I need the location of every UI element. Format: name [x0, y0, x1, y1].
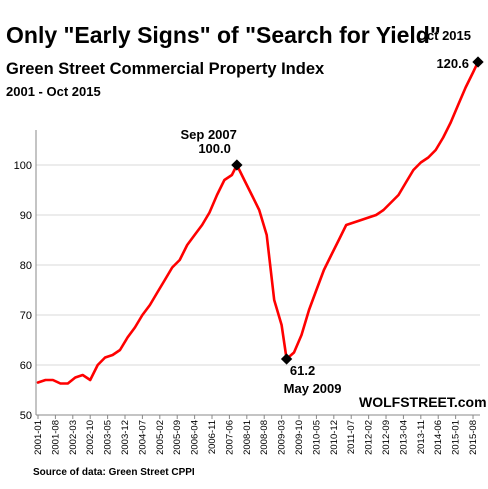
x-tick-label: 2002-03	[68, 420, 79, 455]
x-tick-label: 2008-08	[259, 420, 270, 455]
annotation-value-label: 120.6	[436, 56, 469, 71]
data-point-marker	[231, 159, 243, 171]
x-tick-label: 2006-11	[207, 420, 218, 454]
watermark: WOLFSTREET.com	[359, 394, 487, 410]
date-range-label: 2001 - Oct 2015	[6, 84, 101, 99]
annotation-value-label: 100.0	[198, 141, 231, 156]
chart-title: Only "Early Signs" of "Search for Yield"	[6, 22, 441, 48]
x-tick-label: 2004-07	[137, 420, 148, 455]
data-point-marker	[472, 56, 484, 68]
x-tick-label: 2015-01	[451, 420, 462, 455]
annotation-date-label: Oct 2015	[417, 28, 471, 43]
x-tick-label: 2014-06	[433, 420, 444, 455]
y-tick-label: 100	[14, 160, 32, 172]
x-tick-label: 2006-04	[190, 420, 201, 455]
x-tick-label: 2001-08	[50, 420, 61, 455]
annotation-date-label: Sep 2007	[180, 127, 236, 142]
annotation-value-label: 61.2	[290, 363, 315, 378]
x-tick-label: 2009-10	[294, 420, 305, 455]
y-tick-label: 80	[20, 260, 32, 272]
y-tick-label: 50	[20, 410, 32, 422]
y-tick-label: 90	[20, 210, 32, 222]
x-tick-label: 2002-10	[85, 420, 96, 455]
source-note: Source of data: Green Street CPPI	[33, 467, 195, 478]
x-tick-label: 2003-12	[120, 420, 131, 455]
x-tick-label: 2010-05	[311, 420, 322, 455]
x-tick-label: 2010-12	[329, 420, 340, 455]
x-tick-label: 2012-09	[381, 420, 392, 455]
x-tick-label: 2005-02	[155, 420, 166, 455]
annotation-date-label: May 2009	[284, 381, 342, 396]
x-tick-label: 2015-08	[468, 420, 479, 455]
x-tick-label: 2013-11	[416, 420, 427, 454]
x-tick-label: 2008-01	[242, 420, 253, 455]
y-tick-label: 60	[20, 360, 32, 372]
x-tick-label: 2013-04	[398, 420, 409, 455]
x-tick-label: 2005-09	[172, 420, 183, 455]
x-tick-label: 2009-03	[277, 420, 288, 455]
x-tick-label: 2012-02	[364, 420, 375, 455]
data-point-marker	[280, 353, 293, 365]
series-line	[36, 60, 480, 385]
x-tick-label: 2001-01	[33, 420, 44, 455]
x-tick-label: 2003-05	[103, 420, 114, 455]
y-tick-label: 70	[20, 310, 32, 322]
x-tick-label: 2007-06	[224, 420, 235, 455]
chart-subtitle: Green Street Commercial Property Index	[6, 60, 325, 78]
x-tick-label: 2011-07	[346, 420, 357, 454]
